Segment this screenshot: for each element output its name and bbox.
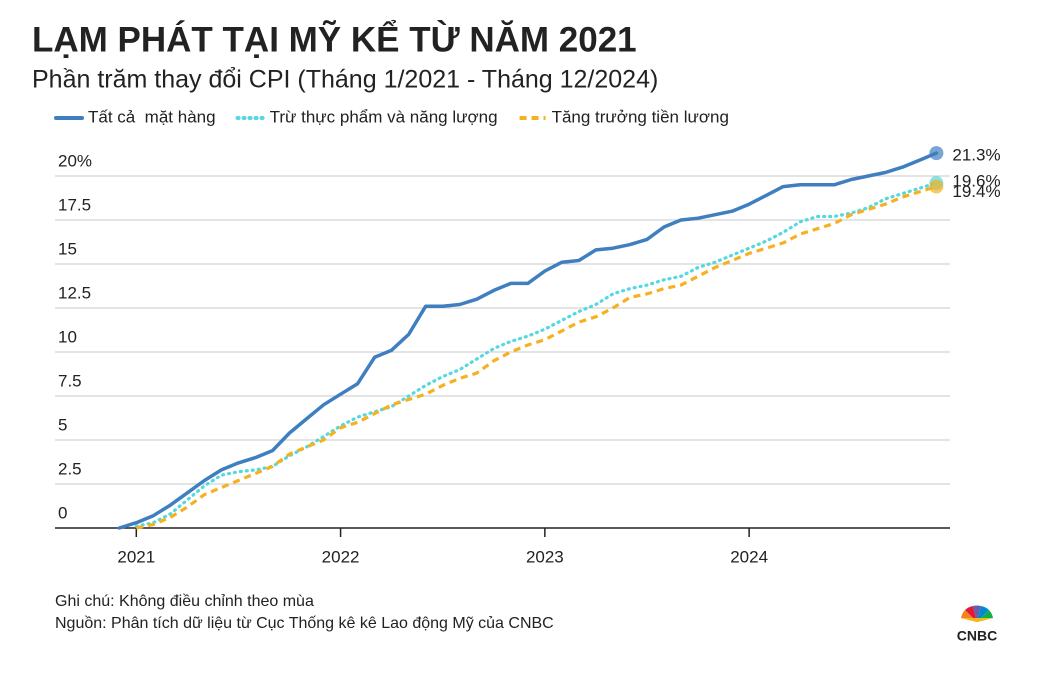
y-tick-label: 5 [58, 415, 67, 434]
legend-label: Tăng trưởng tiền lương [552, 107, 729, 126]
note: Ghi chú: Không điều chỉnh theo mùa [55, 593, 314, 610]
x-tick-label: 2022 [322, 547, 360, 566]
chart-subtitle: Phần trăm thay đổi CPI (Tháng 1/2021 - T… [32, 66, 658, 94]
y-tick-label: 15 [58, 239, 77, 258]
end-point [929, 146, 944, 161]
series-line [117, 151, 939, 530]
end-label: 19.4% [952, 182, 1000, 201]
x-tick-label: 2021 [117, 547, 155, 566]
end-label: 19.6% [952, 172, 1000, 191]
series-line [135, 185, 937, 530]
legend-label: Trừ thực phẩm và năng lượng [270, 107, 498, 126]
y-tick-label: 10 [58, 327, 77, 346]
y-tick-label: 2.5 [58, 459, 82, 478]
y-tick-label: 12.5 [58, 283, 91, 302]
logo: CNBC [957, 628, 997, 644]
legend-label: Tất cả mặt hàng [88, 107, 216, 126]
y-tick-label: 7.5 [58, 371, 82, 390]
note: Nguồn: Phân tích dữ liệu từ Cục Thống kê… [55, 615, 554, 632]
end-label: 21.3% [952, 146, 1000, 165]
y-tick-label: 17.5 [58, 195, 91, 214]
logo-icon [961, 605, 993, 622]
y-tick-label: 20% [58, 151, 92, 170]
chart-title: LẠM PHÁT TẠI MỸ KỂ TỪ NĂM 2021 [32, 19, 637, 59]
end-point [929, 179, 944, 194]
x-tick-label: 2024 [730, 547, 768, 566]
x-tick-label: 2023 [526, 547, 564, 566]
y-tick-label: 0 [58, 503, 67, 522]
